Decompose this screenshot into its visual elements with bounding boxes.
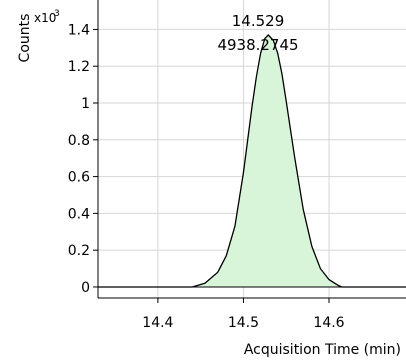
y-tick-label: 0 (81, 280, 90, 296)
axis-ticks: 14.4 14.5 14.6 0 0.2 0.4 0.6 0.8 1 1.2 1.4 (68, 22, 345, 331)
y-axis-multiplier: x10 (34, 11, 56, 25)
x-tick-label: 14.5 (228, 315, 259, 331)
peak-apex-time-label: 14.529 (232, 12, 285, 30)
chromatogram-trace (98, 34, 406, 288)
x-axis-label: Acquisition Time (min) (244, 342, 401, 358)
y-tick-label: 0.6 (68, 170, 90, 186)
y-tick-label: 1.4 (68, 22, 90, 38)
y-axis-label: Counts (17, 14, 33, 63)
y-axis-multiplier-exponent: 3 (54, 9, 60, 19)
axes (97, 0, 406, 299)
x-tick-label: 14.4 (142, 315, 173, 331)
x-tick-label: 14.6 (313, 315, 344, 331)
peak-area-label: 4938.2745 (217, 36, 298, 54)
y-tick-label: 0.4 (68, 206, 90, 222)
y-tick-label: 1.2 (68, 59, 90, 75)
y-tick-label: 0.2 (68, 243, 90, 259)
peak-area-fill (192, 35, 342, 287)
y-tick-label: 1 (81, 96, 90, 112)
y-tick-label: 0.8 (68, 133, 90, 149)
